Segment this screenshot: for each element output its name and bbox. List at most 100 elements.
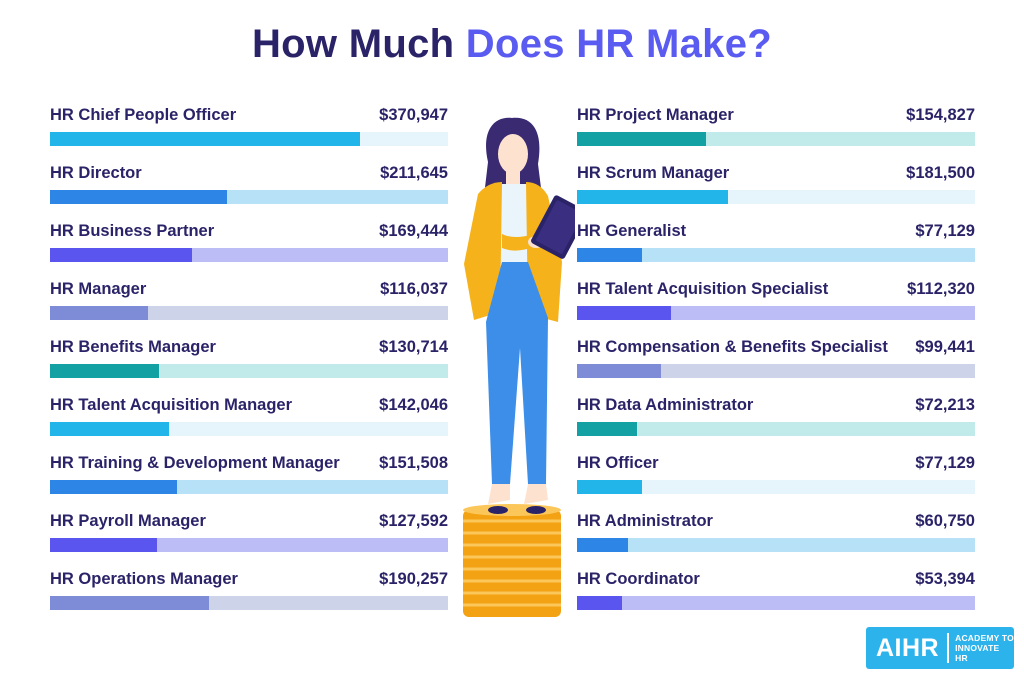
pants-icon <box>486 262 548 484</box>
salary-row: HR Coordinator $53,394 <box>577 570 975 628</box>
salary-amount: $130,714 <box>379 338 448 356</box>
salary-row: HR Talent Acquisition Specialist $112,32… <box>577 280 975 338</box>
salary-bar-track <box>50 306 448 320</box>
salary-amount: $181,500 <box>906 164 975 182</box>
role-label: HR Administrator <box>577 512 713 530</box>
title-part-dark: How Much <box>251 22 466 66</box>
salary-bar-track <box>50 248 448 262</box>
salary-bar-track <box>577 422 975 436</box>
salary-bar-fill <box>577 132 707 146</box>
role-label: HR Officer <box>577 454 659 472</box>
salary-amount: $116,037 <box>380 280 448 298</box>
role-label: HR Director <box>50 164 142 182</box>
role-label: HR Chief People Officer <box>50 106 237 124</box>
salary-amount: $211,645 <box>380 164 448 182</box>
salary-bar-fill <box>50 596 210 610</box>
jacket-left-icon <box>464 182 502 320</box>
salary-row: HR Compensation & Benefits Specialist $9… <box>577 338 975 396</box>
aihr-logo: AIHR ACADEMY TO INNOVATE HR <box>866 627 1014 669</box>
salary-bar-fill <box>577 538 628 552</box>
salary-row: HR Operations Manager $190,257 <box>50 570 448 628</box>
salary-bar-fill <box>50 248 193 262</box>
salary-bar-fill <box>577 306 671 320</box>
salary-bar-track <box>577 132 975 146</box>
salary-row: HR Chief People Officer $370,947 <box>50 106 448 164</box>
salary-bar-fill <box>577 480 642 494</box>
salary-bar-fill <box>50 422 170 436</box>
salary-amount: $127,592 <box>379 512 448 530</box>
role-label: HR Data Administrator <box>577 396 754 414</box>
salary-row: HR Generalist $77,129 <box>577 222 975 280</box>
woman-illustration-svg <box>463 117 588 617</box>
salary-bar-track <box>577 538 975 552</box>
role-label: HR Talent Acquisition Manager <box>50 396 293 414</box>
role-label: HR Coordinator <box>577 570 700 588</box>
salary-amount: $99,441 <box>915 338 975 356</box>
salary-row: HR Director $211,645 <box>50 164 448 222</box>
salary-row: HR Payroll Manager $127,592 <box>50 512 448 570</box>
role-label: HR Operations Manager <box>50 570 238 588</box>
salary-bar-fill <box>50 480 178 494</box>
salary-bar-fill <box>50 538 158 552</box>
face-icon <box>498 134 528 174</box>
role-label: HR Business Partner <box>50 222 215 240</box>
salary-amount: $112,320 <box>907 280 975 298</box>
salary-amount: $53,394 <box>915 570 975 588</box>
salary-row: HR Administrator $60,750 <box>577 512 975 570</box>
salary-row: HR Project Manager $154,827 <box>577 106 975 164</box>
coin-stack-icon <box>463 504 561 617</box>
salary-bar-track <box>50 480 448 494</box>
salary-bar-track <box>50 190 448 204</box>
role-label: HR Payroll Manager <box>50 512 206 530</box>
logo-mark: AIHR <box>866 633 950 663</box>
logo-tagline-line1: ACADEMY TO <box>955 633 1014 643</box>
salary-bar-fill <box>577 422 638 436</box>
salary-bar-track <box>577 248 975 262</box>
salary-bar-track <box>577 480 975 494</box>
salary-bar-track <box>50 596 448 610</box>
salary-bar-track <box>50 422 448 436</box>
role-label: HR Manager <box>50 280 147 298</box>
role-label: HR Compensation & Benefits Specialist <box>577 338 888 356</box>
salary-bar-track <box>577 364 975 378</box>
clipboard-icon <box>531 195 588 259</box>
salary-bar-fill <box>577 596 622 610</box>
salary-bar-track <box>577 190 975 204</box>
salary-amount: $72,213 <box>915 396 975 414</box>
role-label: HR Project Manager <box>577 106 734 124</box>
salary-row: HR Talent Acquisition Manager $142,046 <box>50 396 448 454</box>
title-part-accent: Does HR Make? <box>465 22 772 66</box>
salary-row: HR Manager $116,037 <box>50 280 448 338</box>
role-label: HR Scrum Manager <box>577 164 730 182</box>
salary-row: HR Training & Development Manager $151,5… <box>50 454 448 512</box>
role-label: HR Training & Development Manager <box>50 454 340 472</box>
salary-bar-track <box>50 538 448 552</box>
salary-amount: $77,129 <box>915 454 975 472</box>
salary-row: HR Benefits Manager $130,714 <box>50 338 448 396</box>
salary-bar-fill <box>577 248 642 262</box>
salary-amount: $77,129 <box>915 222 975 240</box>
salary-bar-fill <box>577 190 729 204</box>
left-salary-list: HR Chief People Officer $370,947 HR Dire… <box>50 106 448 628</box>
role-label: HR Benefits Manager <box>50 338 216 356</box>
salary-bar-fill <box>50 190 228 204</box>
salary-row: HR Business Partner $169,444 <box>50 222 448 280</box>
salary-amount: $154,827 <box>906 106 975 124</box>
salary-bar-fill <box>50 306 148 320</box>
woman-on-coins-illustration <box>450 112 588 622</box>
salary-amount: $190,257 <box>379 570 448 588</box>
salary-amount: $60,750 <box>915 512 975 530</box>
logo-tagline: ACADEMY TO INNOVATE HR <box>949 633 1014 663</box>
page-title: How Much Does HR Make? <box>0 22 1024 67</box>
role-label: HR Talent Acquisition Specialist <box>577 280 829 298</box>
salary-row: HR Officer $77,129 <box>577 454 975 512</box>
salary-bar-fill <box>50 364 160 378</box>
salary-bar-track <box>50 364 448 378</box>
salary-amount: $169,444 <box>379 222 448 240</box>
right-salary-list: HR Project Manager $154,827 HR Scrum Man… <box>577 106 975 628</box>
logo-tagline-line2: INNOVATE HR <box>955 643 1000 663</box>
salary-amount: $151,508 <box>379 454 448 472</box>
salary-amount: $370,947 <box>379 106 448 124</box>
salary-amount: $142,046 <box>379 396 448 414</box>
role-label: HR Generalist <box>577 222 687 240</box>
